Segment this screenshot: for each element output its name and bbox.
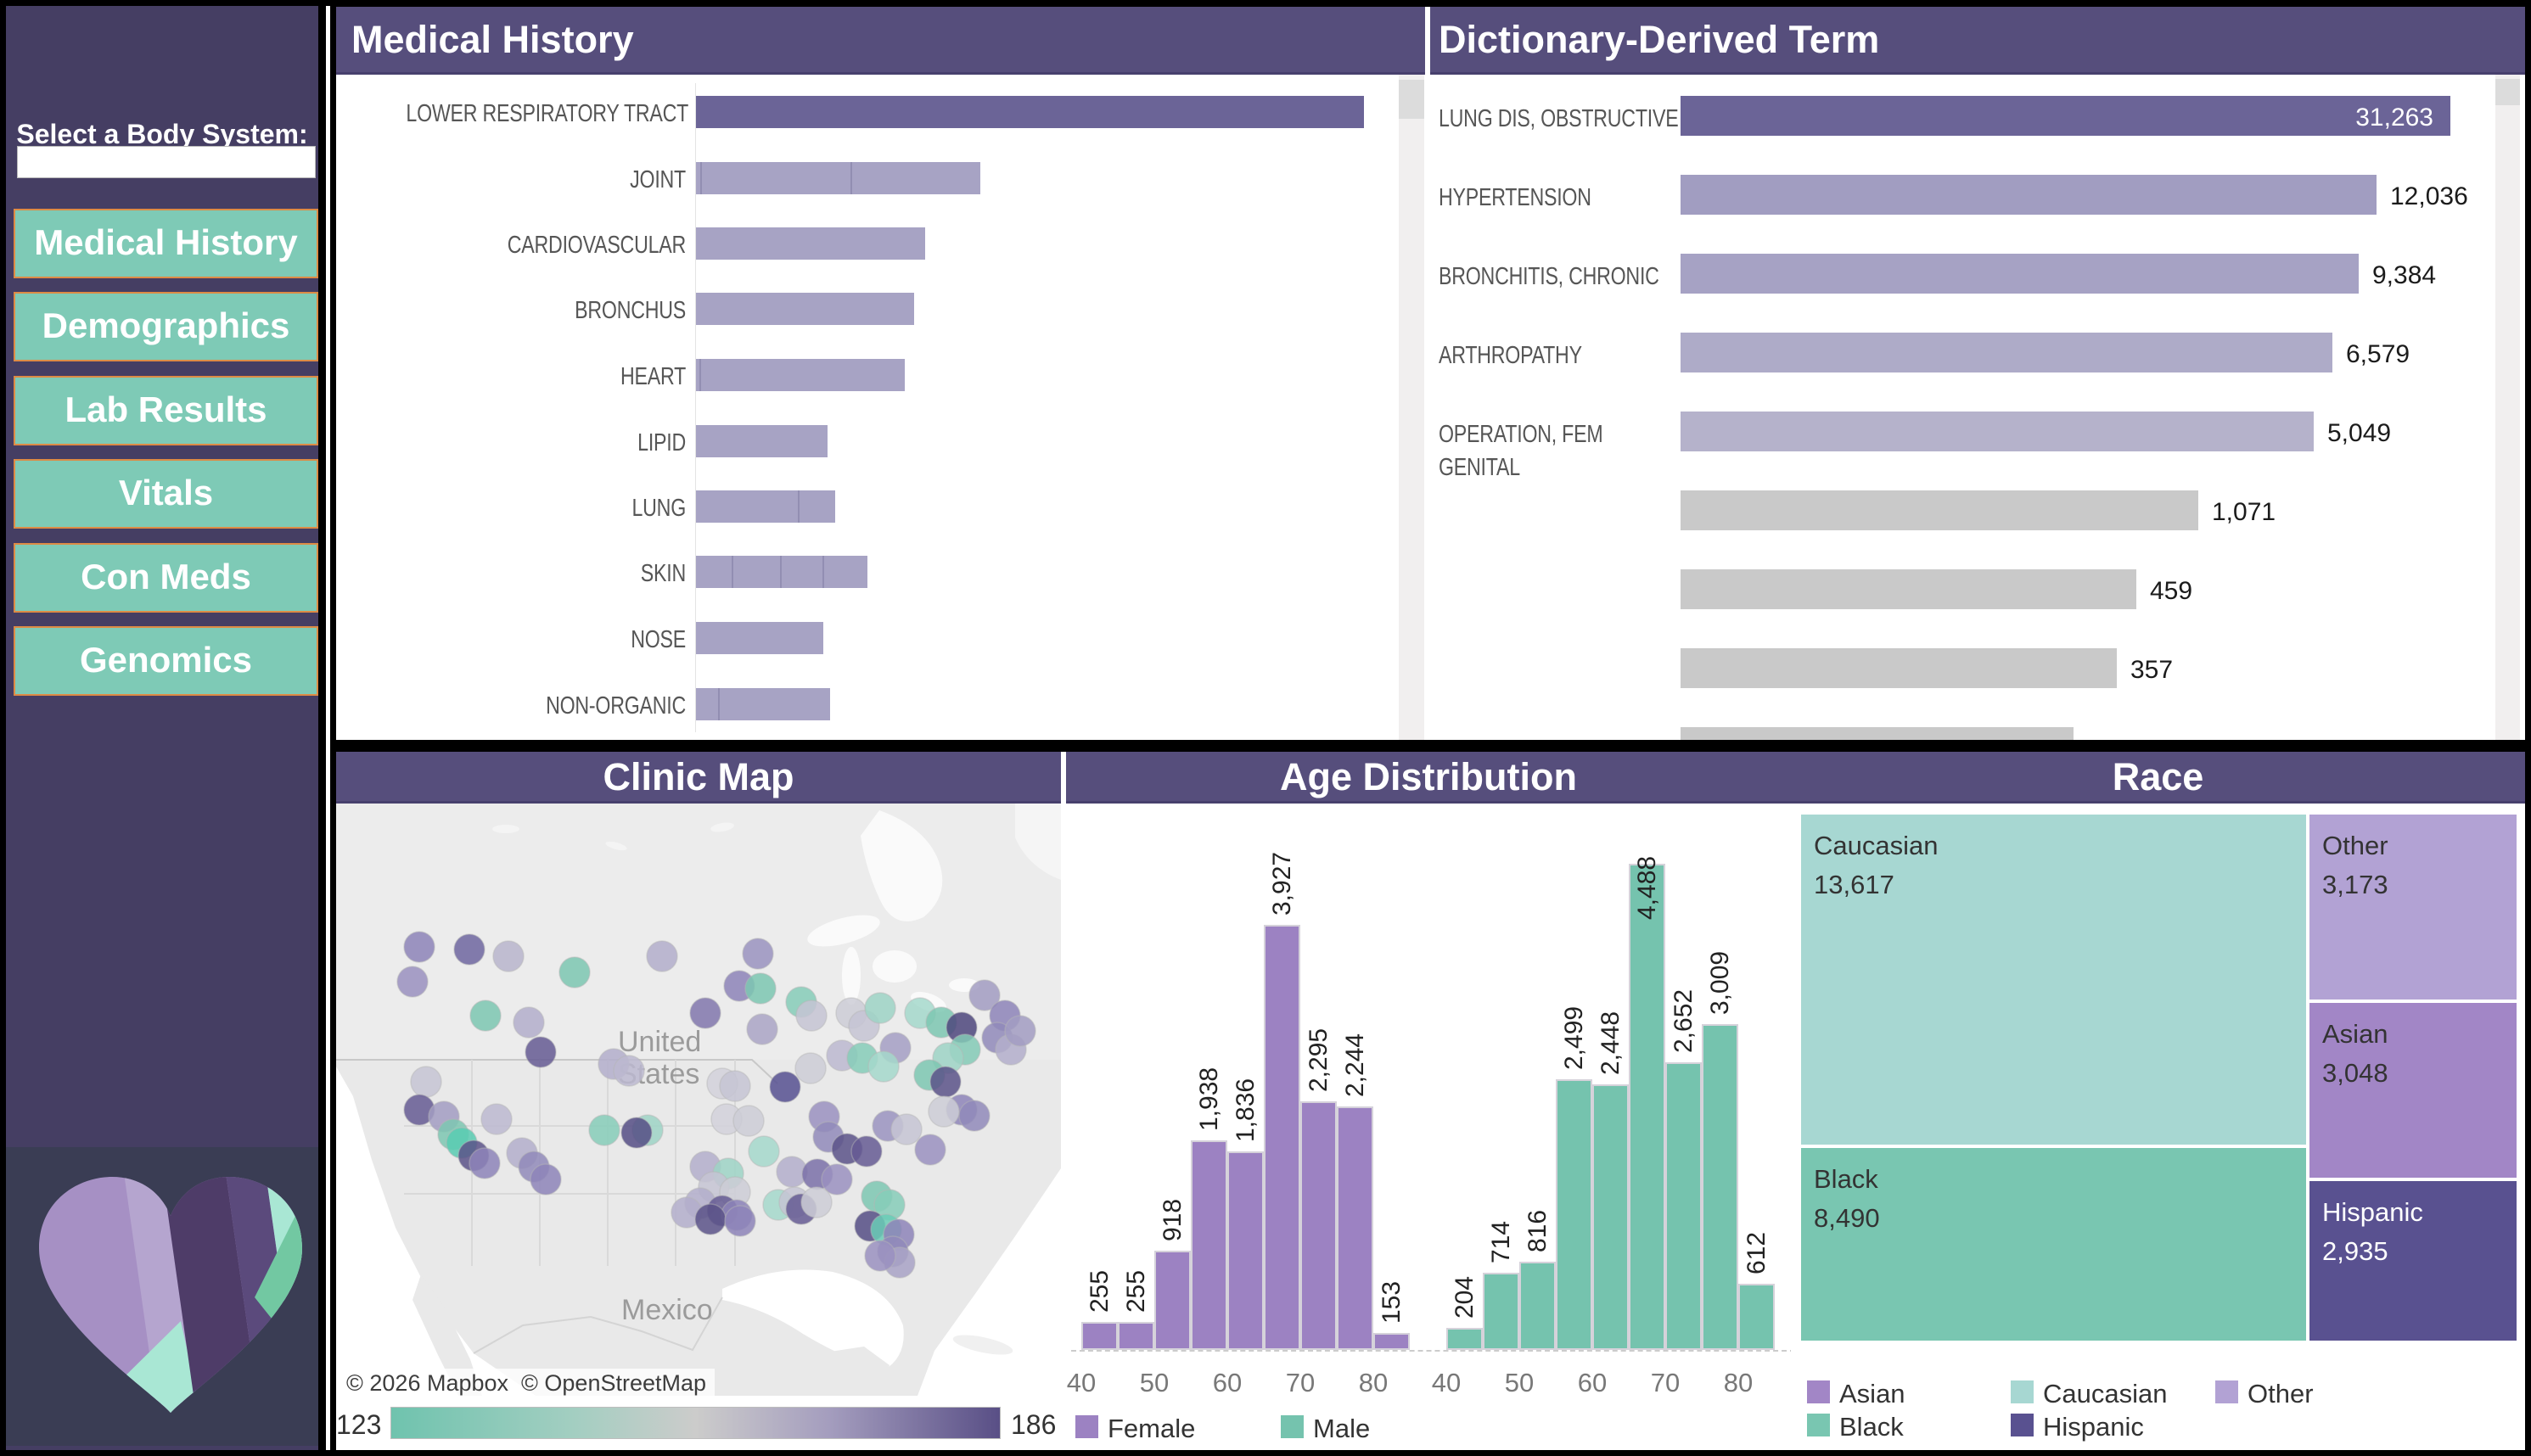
svg-text:Mexico: Mexico (621, 1294, 713, 1326)
svg-text:United: United (618, 1026, 701, 1058)
